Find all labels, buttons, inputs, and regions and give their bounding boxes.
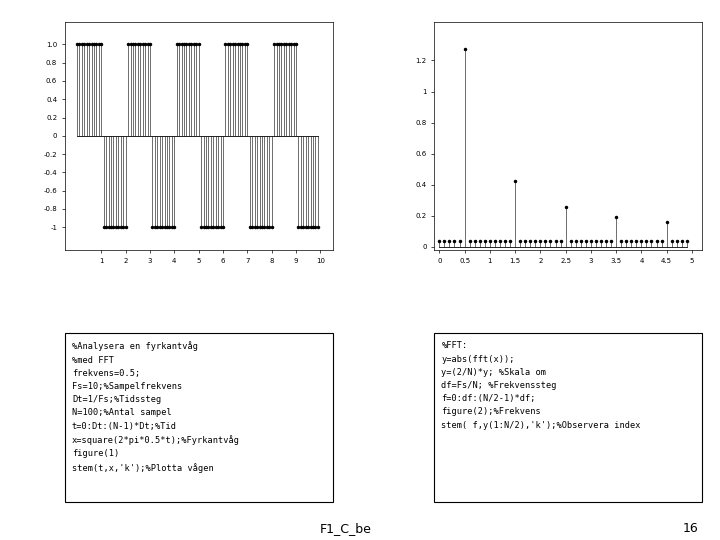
Text: F1_C_be: F1_C_be: [320, 522, 372, 535]
Text: %Analysera en fyrkantvåg
%med FFT
frekvens=0.5;
Fs=10;%Sampelfrekvens
Dt=1/Fs;%T: %Analysera en fyrkantvåg %med FFT frekve…: [72, 341, 240, 473]
Text: %FFT:
y=abs(fft(x));
y=(2/N)*y; %Skala om
df=Fs/N; %Frekvenssteg
f=0:df:(N/2-1)*: %FFT: y=abs(fft(x)); y=(2/N)*y; %Skala o…: [441, 341, 641, 430]
Text: 16: 16: [683, 522, 698, 535]
